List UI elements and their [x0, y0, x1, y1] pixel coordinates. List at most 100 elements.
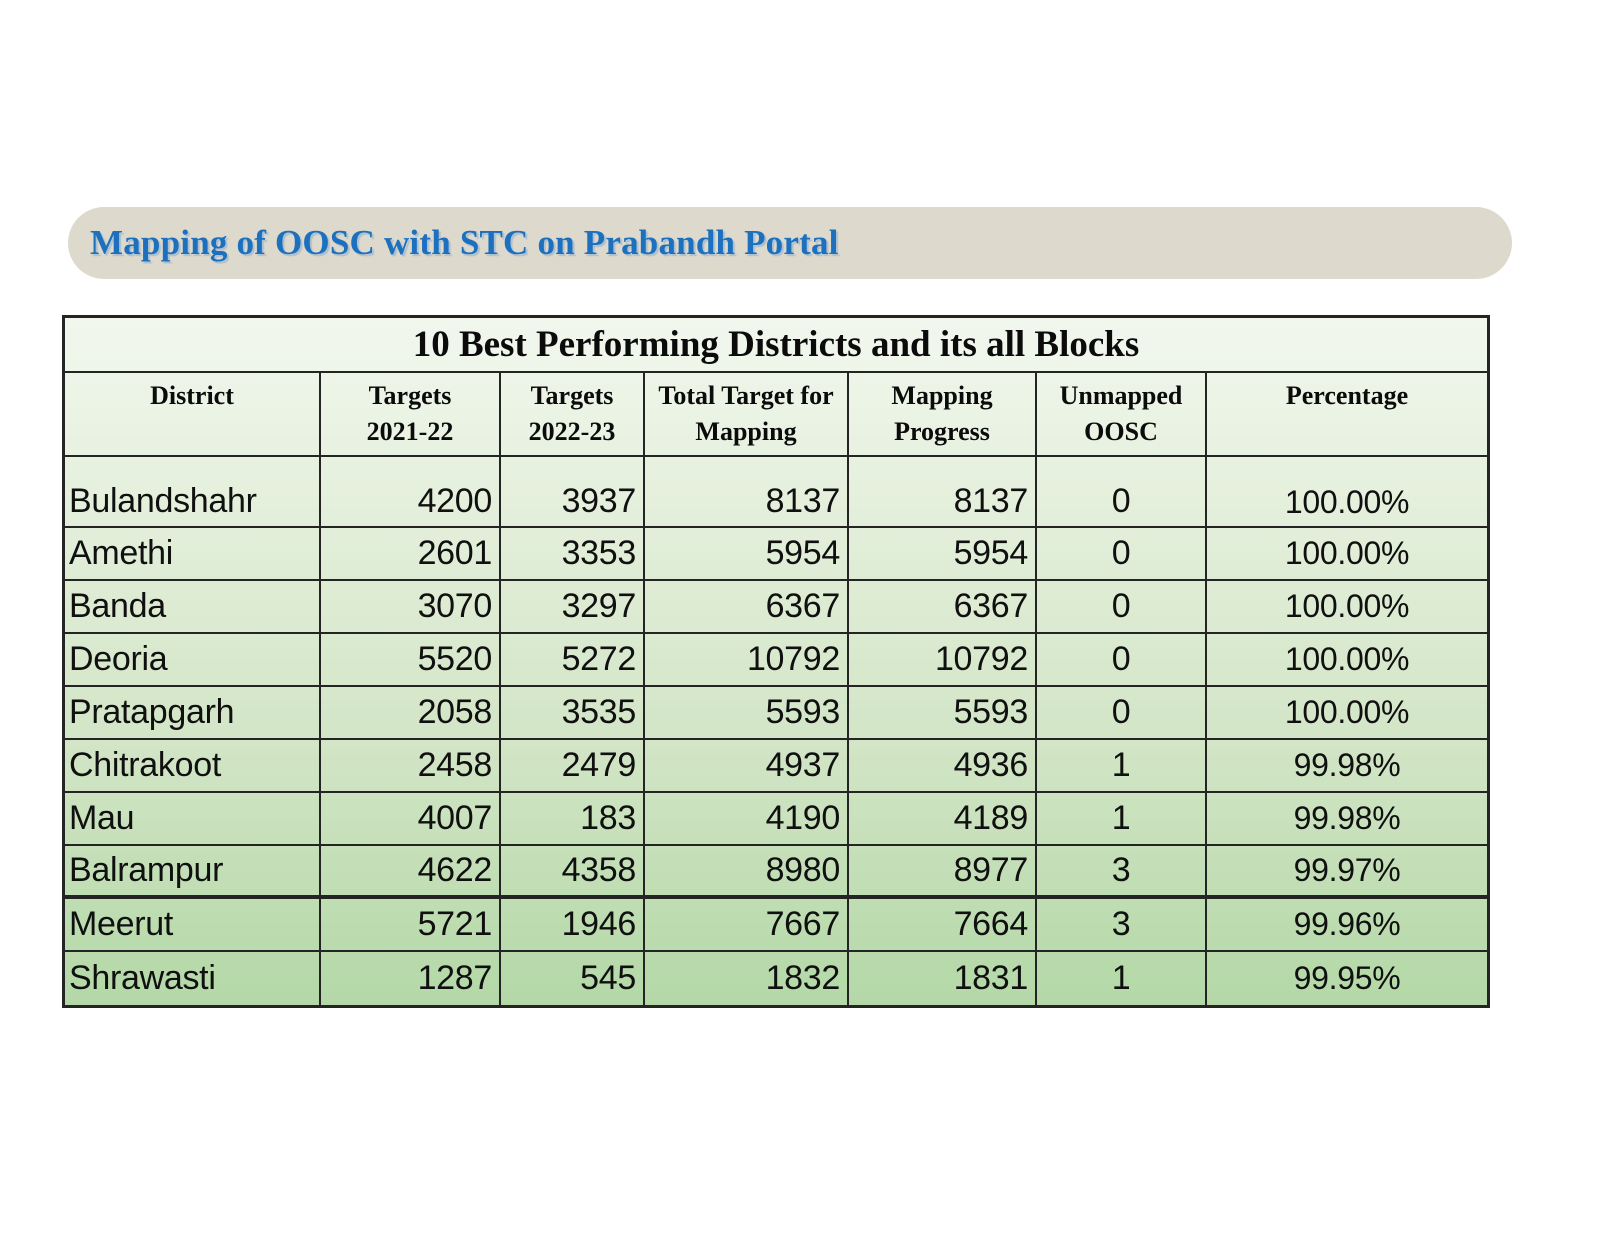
cell-percentage: 100.00%: [1205, 528, 1487, 579]
column-header-mapping_progress: Mapping Progress: [847, 373, 1035, 455]
cell-mapping_progress: 1831: [847, 952, 1035, 1005]
column-header-line1: Mapping: [891, 381, 993, 410]
cell-mapping_progress: 8137: [847, 457, 1035, 526]
table-row: Banda 3070 3297 6367 6367 0 100.00%: [65, 581, 1487, 634]
column-header-line1: Percentage: [1285, 381, 1409, 410]
cell-targets_2022_23: 1946: [499, 899, 643, 950]
cell-mapping_progress: 5954: [847, 528, 1035, 579]
cell-percentage: 100.00%: [1205, 457, 1487, 526]
cell-unmapped_oosc: 3: [1035, 899, 1205, 950]
column-header-line2: OOSC: [1084, 417, 1158, 446]
cell-percentage: 99.98%: [1205, 793, 1487, 844]
cell-percentage: 100.00%: [1205, 634, 1487, 685]
column-header-line1: District: [150, 381, 234, 410]
table-row: Pratapgarh 2058 3535 5593 5593 0 100.00%: [65, 687, 1487, 740]
table-row: Deoria 5520 5272 10792 10792 0 100.00%: [65, 634, 1487, 687]
table-body: Bulandshahr 4200 3937 8137 8137 0 100.00% Ameth…: [65, 457, 1487, 1005]
cell-targets_2021_22: 3070: [319, 581, 499, 632]
cell-targets_2021_22: 2458: [319, 740, 499, 791]
cell-targets_2022_23: 3937: [499, 457, 643, 526]
cell-unmapped_oosc: 0: [1035, 528, 1205, 579]
cell-total_target: 4937: [643, 740, 847, 791]
cell-percentage: 99.95%: [1205, 952, 1487, 1005]
cell-targets_2021_22: 2058: [319, 687, 499, 738]
cell-total_target: 5954: [643, 528, 847, 579]
cell-targets_2022_23: 3535: [499, 687, 643, 738]
cell-targets_2022_23: 3297: [499, 581, 643, 632]
column-header-unmapped_oosc: Unmapped OOSC: [1035, 373, 1205, 455]
cell-total_target: 8137: [643, 457, 847, 526]
cell-mapping_progress: 6367: [847, 581, 1035, 632]
cell-total_target: 5593: [643, 687, 847, 738]
column-header-total_target: Total Target for Mapping: [643, 373, 847, 455]
cell-mapping_progress: 5593: [847, 687, 1035, 738]
cell-percentage: 100.00%: [1205, 581, 1487, 632]
table-row: Mau 4007 183 4190 4189 1 99.98%: [65, 793, 1487, 846]
cell-targets_2021_22: 5520: [319, 634, 499, 685]
column-header-line2: 2022-23: [528, 417, 616, 446]
column-header-targets_2022_23: Targets 2022-23: [499, 373, 643, 455]
cell-total_target: 1832: [643, 952, 847, 1005]
cell-mapping_progress: 10792: [847, 634, 1035, 685]
cell-targets_2022_23: 5272: [499, 634, 643, 685]
column-header-district: District: [65, 373, 319, 455]
cell-mapping_progress: 4936: [847, 740, 1035, 791]
cell-total_target: 7667: [643, 899, 847, 950]
cell-targets_2022_23: 4358: [499, 846, 643, 895]
cell-percentage: 99.96%: [1205, 899, 1487, 950]
column-header-targets_2021_22: Targets 2021-22: [319, 373, 499, 455]
cell-district: Deoria: [69, 640, 168, 678]
cell-district: Bulandshahr: [69, 482, 257, 520]
cell-total_target: 10792: [643, 634, 847, 685]
table-row: Balrampur 4622 4358 8980 8977 3 99.97%: [65, 846, 1487, 899]
cell-unmapped_oosc: 0: [1035, 457, 1205, 526]
table-row: Amethi 2601 3353 5954 5954 0 100.00%: [65, 528, 1487, 581]
cell-targets_2021_22: 4200: [319, 457, 499, 526]
table-header-row: District Targets 2021-22 Targets 2022-23 Tota…: [65, 373, 1487, 457]
cell-district: Amethi: [69, 534, 174, 572]
cell-unmapped_oosc: 3: [1035, 846, 1205, 895]
column-header-line2: Progress: [894, 417, 990, 446]
column-header-line1: Targets: [368, 381, 452, 410]
cell-total_target: 4190: [643, 793, 847, 844]
cell-targets_2021_22: 4007: [319, 793, 499, 844]
column-header-line2: 2021-22: [366, 417, 454, 446]
table-row: Meerut 5721 1946 7667 7664 3 99.96%: [65, 899, 1487, 952]
cell-total_target: 6367: [643, 581, 847, 632]
column-header-line2: Mapping: [695, 417, 797, 446]
cell-mapping_progress: 7664: [847, 899, 1035, 950]
cell-targets_2021_22: 1287: [319, 952, 499, 1005]
cell-district: Pratapgarh: [69, 693, 235, 731]
table-title: 10 Best Performing Districts and its all…: [65, 318, 1487, 373]
cell-targets_2021_22: 4622: [319, 846, 499, 895]
header-banner: Mapping of OOSC with STC on Prabandh Por…: [68, 207, 1512, 279]
cell-mapping_progress: 4189: [847, 793, 1035, 844]
cell-unmapped_oosc: 1: [1035, 952, 1205, 1005]
cell-district: Banda: [69, 587, 166, 625]
table-row: Chitrakoot 2458 2479 4937 4936 1 99.98%: [65, 740, 1487, 793]
table-row: Shrawasti 1287 545 1832 1831 1 99.95%: [65, 952, 1487, 1005]
cell-district: Shrawasti: [69, 959, 216, 997]
cell-percentage: 99.98%: [1205, 740, 1487, 791]
cell-percentage: 99.97%: [1205, 846, 1487, 895]
cell-targets_2021_22: 2601: [319, 528, 499, 579]
column-header-line1: Total Target for: [658, 381, 834, 410]
cell-mapping_progress: 8977: [847, 846, 1035, 895]
column-header-percentage: Percentage: [1205, 373, 1487, 455]
cell-percentage: 100.00%: [1205, 687, 1487, 738]
cell-targets_2022_23: 183: [499, 793, 643, 844]
table-row: Bulandshahr 4200 3937 8137 8137 0 100.00%: [65, 457, 1487, 528]
cell-targets_2021_22: 5721: [319, 899, 499, 950]
cell-district: Mau: [69, 799, 135, 837]
cell-targets_2022_23: 545: [499, 952, 643, 1005]
cell-unmapped_oosc: 0: [1035, 687, 1205, 738]
cell-unmapped_oosc: 0: [1035, 581, 1205, 632]
cell-unmapped_oosc: 1: [1035, 793, 1205, 844]
cell-district: Balrampur: [69, 851, 224, 889]
cell-targets_2022_23: 2479: [499, 740, 643, 791]
cell-targets_2022_23: 3353: [499, 528, 643, 579]
cell-unmapped_oosc: 1: [1035, 740, 1205, 791]
cell-district: Meerut: [69, 905, 174, 943]
column-header-line1: Targets: [530, 381, 614, 410]
cell-district: Chitrakoot: [69, 746, 221, 784]
